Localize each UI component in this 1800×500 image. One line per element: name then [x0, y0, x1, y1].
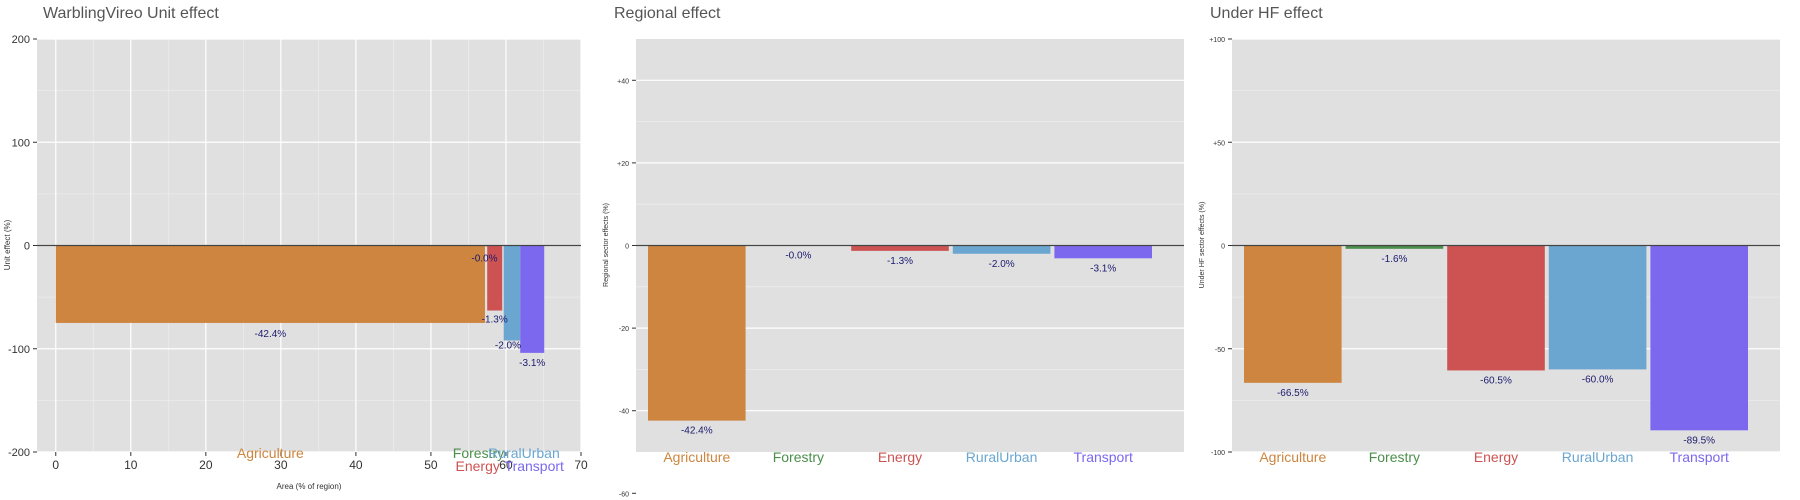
panel-3-y-ticks: +100 +50 0 -50 -100 [1209, 37, 1232, 457]
panel-1-x-tick-label: 10 [124, 458, 138, 472]
panel-3-value-label-energy: -60.5% [1480, 375, 1512, 386]
panel-2-category-label-agriculture: Agriculture [663, 449, 730, 465]
panel-1-value-label-ruralurban: -2.0% [495, 340, 521, 351]
panel-1-bar-ruralurban [503, 245, 521, 341]
panel-1-y-tick-label: 100 [12, 137, 30, 149]
panel-1-bar-energy [487, 245, 503, 311]
panel-2-value-label-forestry: -0.0% [785, 251, 811, 262]
panel-1-x-tick-label: 30 [274, 458, 288, 472]
panel-1-x-ticks: 0 10 20 30 40 50 60 70 [52, 452, 588, 472]
panel-1-title: WarblingVireo Unit effect [43, 5, 219, 22]
panel-1-value-labels: -42.4% -0.0% -1.3% -2.0% -3.1% [255, 254, 546, 369]
panel-3-bar-forestry [1345, 245, 1444, 249]
panel-3-title: Under HF effect [1210, 5, 1323, 22]
panel-1-y-tick-label: -100 [8, 344, 30, 356]
panel-1-bar-transport [520, 245, 545, 353]
panel-1-x-tick-label: 20 [199, 458, 213, 472]
panel-2-category-label-transport: Transport [1074, 449, 1134, 465]
panel-2-category-label-forestry: Forestry [773, 449, 824, 465]
panel-3-value-label-transport: -89.5% [1683, 435, 1715, 446]
panel-3-category-labels: Agriculture Forestry Energy RuralUrban Trans… [1259, 449, 1729, 465]
panel-3-category-label-ruralurban: RuralUrban [1562, 449, 1634, 465]
panel-2-bar-ruralurban [952, 245, 1051, 254]
panel-1-y-tick-label: 200 [12, 34, 30, 46]
panel-1-value-label-agriculture: -42.4% [255, 329, 287, 340]
panel-2-title: Regional effect [614, 5, 721, 22]
panel-2-category-label-energy: Energy [878, 449, 922, 465]
panel-1-bar-agriculture [55, 245, 485, 323]
panel-2-ylabel: Regional sector effects (%) [603, 203, 610, 287]
panel-2-value-label-agriculture: -42.4% [681, 426, 713, 437]
panel-2-y-tick-label: +20 [617, 161, 629, 168]
panel-3-category-label-forestry: Forestry [1369, 449, 1420, 465]
panel-1-xlabel: Area (% of region) [277, 482, 342, 491]
panel-3-y-tick-label: -100 [1211, 450, 1225, 457]
panel-3-bar-transport [1650, 245, 1748, 431]
panel-2-y-tick-label: +40 [617, 78, 629, 85]
panel-2-bar-transport [1054, 245, 1152, 259]
panel-3-y-tick-label: -50 [1215, 347, 1225, 354]
panel-2-category-label-ruralurban: RuralUrban [966, 449, 1038, 465]
panel-3-value-label-ruralurban: -60.0% [1582, 374, 1614, 385]
panel-3-value-label-agriculture: -66.5% [1277, 388, 1309, 399]
panel-2-value-label-energy: -1.3% [887, 256, 913, 267]
panel-3-bars [1244, 245, 1748, 431]
panel-3-category-label-transport: Transport [1670, 449, 1730, 465]
panel-3-bar-ruralurban [1548, 245, 1647, 370]
panel-1-x-tick-label: 40 [349, 458, 363, 472]
panel-2-y-tick-label: -20 [619, 326, 629, 333]
panel-1-category-labels: Agriculture ForestryEnergyRuralUrbanTrans… [237, 445, 564, 474]
panel-3-value-labels: -66.5% -1.6% -60.5% -60.0% -89.5% [1277, 254, 1715, 447]
panel-2-y-tick-label: -40 [619, 409, 629, 416]
panel-3-y-tick-label: +50 [1213, 140, 1225, 147]
panel-1-category-label-transport: Transport [505, 458, 565, 474]
panel-3-category-label-agriculture: Agriculture [1259, 449, 1326, 465]
panel-2-category-labels: Agriculture Forestry Energy RuralUrban Trans… [663, 449, 1133, 465]
panel-2-bar-agriculture [648, 245, 746, 421]
panel-1-value-label-energy: -1.3% [482, 315, 508, 326]
panel-1-category-label-energy: Energy [456, 458, 500, 474]
panel-1-x-tick-label: 60 [499, 458, 513, 472]
panel-2-bar-energy [851, 245, 949, 251]
panel-1-category-label-ruralurban: RuralUrban [488, 445, 560, 461]
panel-2-y-tick-label: 0 [625, 244, 629, 251]
panel-1-ylabel: Unit effect (%) [3, 219, 12, 270]
panel-unit-effect: WarblingVireo Unit effect Unit effect (%… [3, 5, 588, 491]
panel-3-bar-energy [1447, 245, 1545, 371]
panel-3-y-tick-label: 0 [1221, 244, 1225, 251]
panel-regional-effect: Regional effect Regional sector effects … [603, 5, 1184, 498]
panel-2-bars [648, 245, 1152, 421]
panel-3-category-label-energy: Energy [1474, 449, 1518, 465]
panel-1-value-label-transport: -3.1% [519, 358, 545, 369]
panel-1-x-tick-label: 70 [574, 458, 588, 472]
panel-1-y-tick-label: -200 [8, 447, 30, 459]
panel-2-value-labels: -42.4% -0.0% -1.3% -2.0% -3.1% [681, 251, 1116, 437]
panel-1-y-ticks: 200 100 0 -100 -200 [8, 34, 37, 459]
panel-1-category-label-agriculture: Agriculture [237, 445, 304, 461]
panel-2-value-label-transport: -3.1% [1090, 263, 1116, 274]
panel-1-x-tick-label: 0 [52, 458, 59, 472]
panel-3-y-tick-label: +100 [1209, 37, 1225, 44]
panel-2-value-label-ruralurban: -2.0% [989, 259, 1015, 270]
panel-3-ylabel: Under HF sector effects (%) [1199, 202, 1206, 289]
panel-1-y-tick-label: 0 [24, 241, 30, 253]
panel-2-y-ticks: +40 +20 0 -20 -40 -60 [617, 78, 636, 498]
panel-1-bars [55, 245, 545, 353]
panel-1-value-label-forestry: -0.0% [471, 254, 497, 265]
panel-under-hf-effect: Under HF effect Under HF sector effects … [1199, 5, 1780, 465]
panel-2-y-tick-label: -60 [619, 491, 629, 498]
panel-3-value-label-forestry: -1.6% [1381, 254, 1407, 265]
panel-3-bar-agriculture [1244, 245, 1342, 383]
panel-1-category-label-forestry: Forestry [453, 445, 504, 461]
panel-1-x-tick-label: 50 [424, 458, 438, 472]
